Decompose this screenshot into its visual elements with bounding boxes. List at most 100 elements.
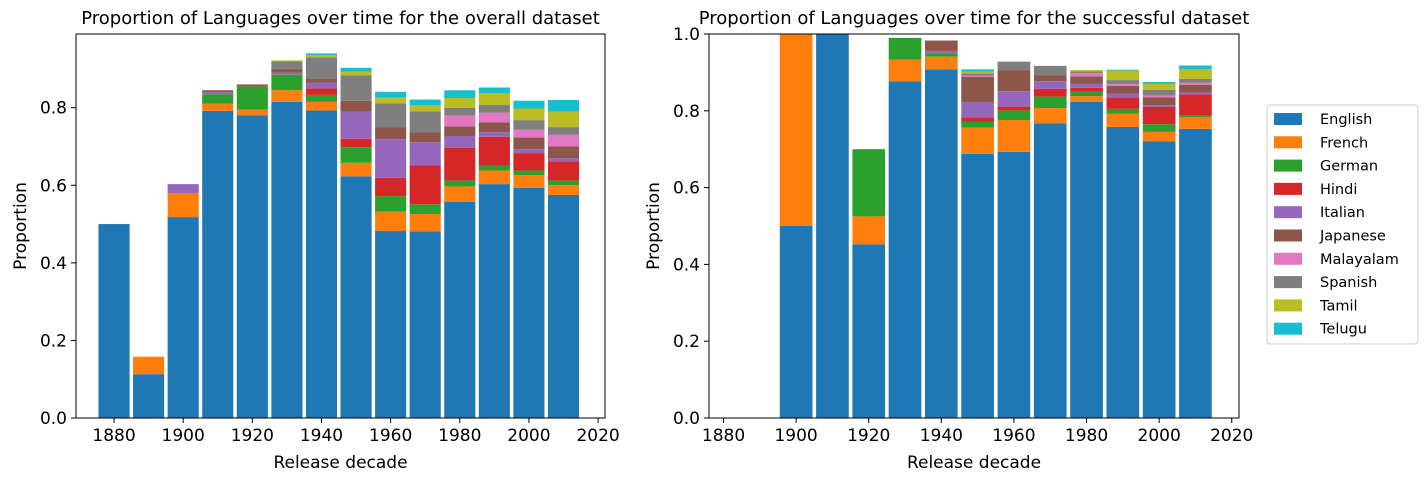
bar-1970-spanish — [409, 111, 441, 133]
y-tick-label: 0.2 — [40, 331, 67, 351]
bar-2000-italian — [513, 149, 545, 154]
bar-1970-hindi — [409, 165, 441, 205]
bar-1980-tamil — [444, 98, 476, 108]
bar-1970-telugu — [409, 99, 441, 106]
bar-1930-english — [888, 81, 922, 418]
bar-1960-german — [375, 196, 407, 212]
bar-2000-french — [513, 175, 545, 188]
bar-1960-spanish — [997, 61, 1031, 71]
bar-1950-japanese — [340, 100, 372, 112]
bar-1980-english — [1070, 101, 1103, 418]
legend-label-hindi: Hindi — [1320, 182, 1357, 198]
bar-1920-german — [852, 149, 886, 217]
bar-1970-spanish — [1033, 65, 1067, 76]
bar-1990-japanese — [1106, 85, 1140, 94]
bar-1970-italian — [1033, 81, 1067, 89]
axes-frame — [708, 33, 1240, 419]
bar-1900-french — [167, 193, 199, 218]
bar-1940-english — [924, 69, 958, 418]
bar-2010-tamil — [1179, 69, 1212, 79]
bar-1940-hindi — [305, 88, 338, 95]
bar-1930-german — [888, 37, 922, 60]
bar-2010-spanish — [1179, 78, 1212, 83]
bar-2010-malayalam — [1179, 82, 1212, 85]
bar-2000-italian — [1142, 105, 1176, 107]
bar-1990-telugu — [478, 87, 510, 94]
legend-label-malayalam: Malayalam — [1320, 252, 1399, 268]
bar-2000-malayalam — [1142, 95, 1176, 98]
bar-2000-japanese — [1142, 97, 1176, 106]
legend-swatch-tamil — [1274, 299, 1302, 312]
bar-1980-spanish — [1070, 71, 1103, 74]
bar-1950-hindi — [961, 117, 994, 122]
bar-1920-japanese — [236, 84, 268, 87]
bar-1960-hindi — [997, 106, 1031, 111]
bar-1960-hindi — [375, 177, 407, 197]
bar-1940-english — [305, 110, 338, 418]
bar-1960-italian — [375, 139, 407, 178]
x-tick-label: 1920 — [231, 426, 274, 446]
x-tick-label: 1900 — [162, 426, 205, 446]
x-tick-label: 1940 — [300, 426, 343, 446]
bar-1910-japanese — [202, 90, 234, 93]
x-tick-label: 1980 — [1065, 426, 1108, 446]
bar-2000-tamil — [1142, 83, 1176, 90]
bar-1990-italian — [1106, 93, 1140, 98]
bar-1990-japanese — [478, 122, 510, 133]
legend-label-japanese: Japanese — [1319, 229, 1386, 245]
bar-1950-hindi — [340, 138, 372, 148]
bar-2010-hindi — [1179, 94, 1212, 116]
bar-2000-tamil — [513, 108, 545, 121]
bar-1950-telugu — [340, 67, 372, 72]
bar-1990-english — [1106, 126, 1140, 419]
bar-1930-japanese — [271, 68, 303, 73]
y-tick-label: 0.4 — [673, 255, 700, 275]
legend-swatch-german — [1274, 159, 1302, 172]
y-tick-label: 0.8 — [673, 102, 700, 122]
bar-1980-hindi — [444, 147, 476, 181]
bar-2010-japanese — [547, 146, 580, 159]
bar-2000-french — [1142, 131, 1176, 142]
bar-1980-french — [1070, 96, 1103, 102]
legend-label-italian: Italian — [1320, 205, 1365, 221]
bar-1950-english — [340, 176, 372, 418]
bar-1890-english — [133, 374, 165, 418]
bar-1920-french — [852, 216, 886, 245]
bar-1990-spanish — [1106, 80, 1140, 84]
bar-1930-french — [888, 59, 922, 82]
bar-1970-tamil — [409, 105, 441, 112]
x-tick-label: 2020 — [576, 426, 619, 446]
legend-swatch-telugu — [1274, 322, 1302, 335]
bar-1940-japanese — [924, 40, 958, 51]
chart-title: Proportion of Languages over time for th… — [699, 8, 1250, 29]
bar-1950-spanish — [961, 73, 994, 76]
chart-title: Proportion of Languages over time for th… — [81, 8, 600, 29]
bar-1970-french — [1033, 108, 1067, 124]
bar-2000-english — [1142, 141, 1176, 418]
bar-2010-english — [547, 194, 580, 418]
bar-1950-malayalam — [961, 75, 994, 78]
bar-1890-french — [133, 356, 165, 375]
y-tick-label: 0.0 — [40, 409, 67, 429]
bar-2010-hindi — [547, 161, 580, 181]
bar-1990-french — [1106, 113, 1140, 127]
bar-2000-german — [513, 170, 545, 176]
chart-1: 1880 1900 1920 1940 1960 1980 2000 2020 0.0 0.2 0.… — [11, 8, 620, 473]
bar-2000-telugu — [513, 100, 545, 109]
bar-1980-english — [444, 201, 476, 418]
bar-2000-hindi — [1142, 106, 1176, 125]
bar-1960-japanese — [375, 127, 407, 140]
x-axis-label: Release decade — [907, 453, 1041, 473]
y-axis-label: Proportion — [644, 182, 664, 270]
bar-2010-japanese — [1179, 84, 1212, 93]
legend-swatch-spanish — [1274, 276, 1302, 289]
bar-1980-german — [1070, 91, 1103, 97]
bar-1900-italian — [167, 184, 199, 194]
bar-1950-tamil — [340, 71, 372, 76]
bar-1910-italian — [202, 92, 234, 95]
bar-1970-japanese — [1033, 75, 1067, 82]
bar-1990-tamil — [478, 93, 510, 105]
axes-frame — [75, 33, 606, 419]
bar-1960-japanese — [997, 70, 1031, 92]
bar-2010-spanish — [547, 127, 580, 135]
